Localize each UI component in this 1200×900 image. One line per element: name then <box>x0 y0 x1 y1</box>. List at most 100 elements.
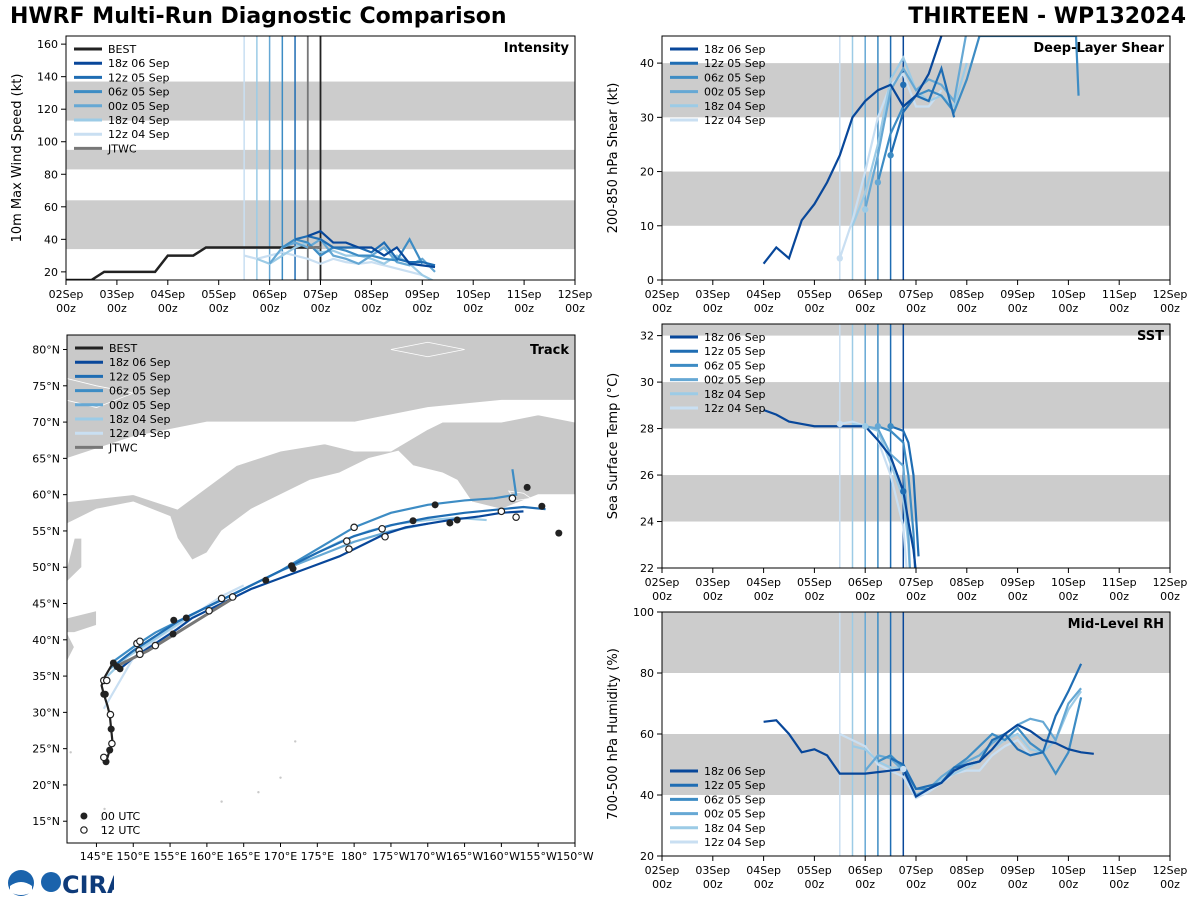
x-tick-label: 00z <box>805 590 825 603</box>
x-tick-label: 11Sep <box>1102 288 1137 301</box>
track-point-00utc <box>182 614 190 622</box>
lat-tick-label: 30°N <box>32 706 60 719</box>
map-frame <box>66 334 576 844</box>
noaa-cira-logo: CIRA <box>4 866 126 900</box>
x-tick-label: 02Sep <box>49 288 84 301</box>
lat-tick-label: 80°N <box>32 344 60 357</box>
init-point <box>900 81 907 89</box>
lon-tick-label: 175°W <box>372 850 409 863</box>
y-tick-label: 120 <box>37 103 58 116</box>
track-point-12utc <box>342 537 351 545</box>
track-point-12utc <box>136 637 144 646</box>
plot-area <box>662 612 1170 856</box>
x-tick-label: 08Sep <box>949 288 984 301</box>
legend-label: 12z 05 Sep <box>704 57 766 70</box>
island <box>220 800 223 803</box>
x-tick-label: 00z <box>1059 302 1079 315</box>
track-point-00utc <box>262 576 270 584</box>
x-tick-label: 05Sep <box>797 576 832 589</box>
series-line <box>243 251 423 277</box>
x-tick-label: 08Sep <box>354 288 389 301</box>
x-tick-label: 07Sep <box>303 288 338 301</box>
track-point-00utc <box>555 529 563 537</box>
x-tick-label: 12Sep <box>1153 288 1188 301</box>
forecast-track <box>110 469 518 664</box>
series-line <box>294 234 436 267</box>
land-mass <box>390 341 465 358</box>
y-tick-label: 26 <box>640 469 654 482</box>
x-tick-label: 08Sep <box>949 864 984 877</box>
legend-label: 06z 05 Sep <box>109 385 171 398</box>
x-tick-label: 00z <box>1008 878 1028 891</box>
y-tick-label: 20 <box>640 850 654 863</box>
shear-chart: 01020304002Sep00z03Sep00z04Sep00z05Sep00… <box>606 35 1188 315</box>
lon-tick-label: 165°E <box>227 850 260 863</box>
lon-tick-label: 165°W <box>446 850 483 863</box>
x-tick-label: 00z <box>906 878 926 891</box>
track-point-12utc <box>345 545 353 553</box>
x-tick-label: 12Sep <box>1153 576 1188 589</box>
x-tick-label: 00z <box>855 590 875 603</box>
x-tick-label: 02Sep <box>645 864 680 877</box>
legend-label: 18z 04 Sep <box>109 413 171 426</box>
x-tick-label: 03Sep <box>100 288 135 301</box>
x-tick-label: 10Sep <box>1051 288 1086 301</box>
x-tick-label: 00z <box>703 590 723 603</box>
series-line <box>890 663 1083 791</box>
x-tick-label: 04Sep <box>746 288 781 301</box>
x-tick-label: 00z <box>1109 878 1129 891</box>
legend-label: 00z 05 Sep <box>108 100 170 113</box>
x-tick-label: 00z <box>311 302 331 315</box>
y-axis-label: Sea Surface Temp (°C) <box>606 373 621 520</box>
legend-label: 06z 05 Sep <box>108 86 170 99</box>
track-point-00utc <box>170 616 178 624</box>
lon-tick-label: 180° <box>341 850 368 863</box>
init-point <box>836 255 843 262</box>
y-tick-label: 60 <box>640 728 654 741</box>
init-point <box>874 179 882 186</box>
series-line <box>890 425 920 557</box>
x-tick-label: 12Sep <box>1153 864 1188 877</box>
legend-label: 18z 06 Sep <box>109 356 171 369</box>
track-point-00utc <box>101 690 109 698</box>
panel-title: Intensity <box>504 41 570 56</box>
lat-tick-label: 60°N <box>32 489 60 502</box>
legend-label: 12z 05 Sep <box>704 779 766 792</box>
x-tick-label: 05Sep <box>797 864 832 877</box>
track-point-12utc <box>106 710 115 719</box>
x-tick-label: 06Sep <box>252 288 287 301</box>
y-tick-label: 80 <box>640 667 654 680</box>
legend-dot-open <box>80 826 88 834</box>
track-point-12utc <box>381 532 389 541</box>
init-point <box>862 423 869 430</box>
legend-label: 12z 04 Sep <box>704 836 766 849</box>
track-map: 145°E 150°E 155°E 160°E 165°E 170°E 175°E 180° 1… <box>32 334 594 863</box>
track-point-00utc <box>431 501 439 509</box>
cira-globe-icon <box>41 872 61 892</box>
track-point-12utc <box>108 739 116 748</box>
x-tick-label: 00z <box>107 302 127 315</box>
y-tick-label: 40 <box>44 233 58 246</box>
x-tick-label: 02Sep <box>645 576 680 589</box>
lat-tick-label: 75°N <box>32 380 60 393</box>
land-mass <box>67 632 75 677</box>
track-point-12utc <box>378 524 386 533</box>
legend-label: BEST <box>109 342 137 355</box>
x-tick-label: 11Sep <box>1102 576 1137 589</box>
x-tick-label: 00z <box>209 302 229 315</box>
sst-chart: 22242628303202Sep00z03Sep00z04Sep00z05Se… <box>606 323 1188 603</box>
x-tick-label: 10Sep <box>1051 864 1086 877</box>
legend-label: 18z 04 Sep <box>108 114 170 127</box>
lat-tick-label: 50°N <box>32 561 60 574</box>
y-tick-label: 22 <box>640 562 654 575</box>
series-line <box>268 237 436 273</box>
y-tick-label: 32 <box>640 330 654 343</box>
legend-label: 12z 05 Sep <box>109 370 171 383</box>
series-line <box>876 36 1080 183</box>
track-point-00utc <box>409 517 417 525</box>
plot-area <box>66 36 575 280</box>
legend-label: 00z 05 Sep <box>704 86 766 99</box>
y-tick-label: 10 <box>640 220 654 233</box>
x-tick-label: 04Sep <box>746 864 781 877</box>
legend-label: 00z 05 Sep <box>704 374 766 387</box>
